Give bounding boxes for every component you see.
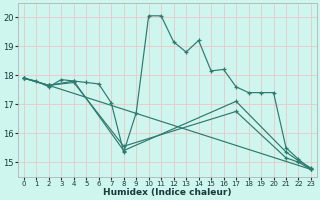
X-axis label: Humidex (Indice chaleur): Humidex (Indice chaleur): [103, 188, 232, 197]
